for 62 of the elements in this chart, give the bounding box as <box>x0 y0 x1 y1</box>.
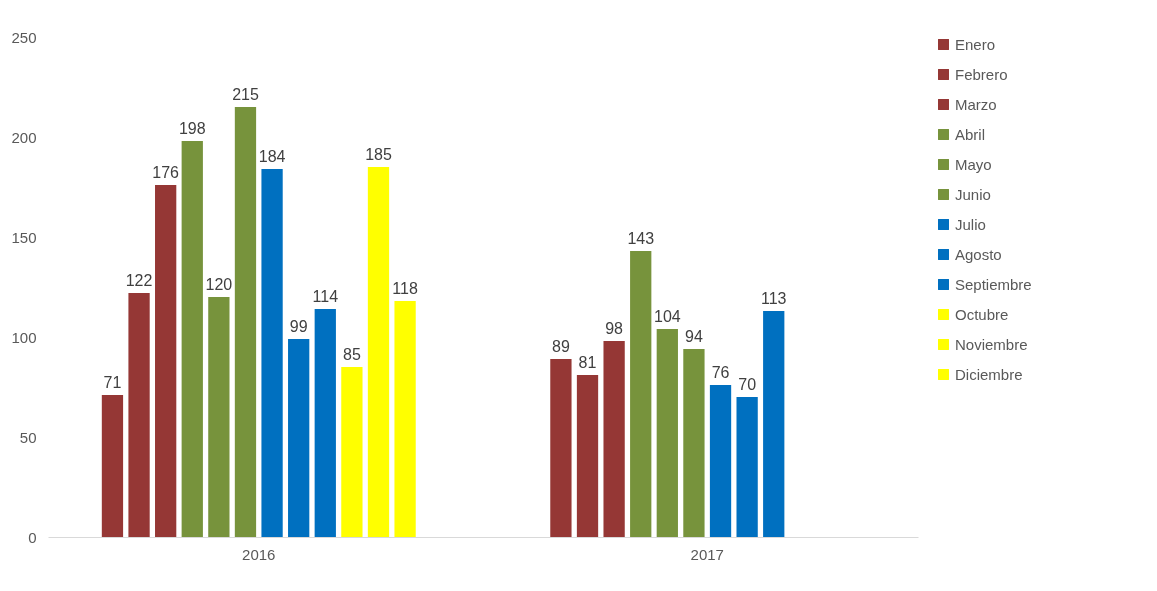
legend-label: Septiembre <box>955 275 1032 293</box>
bar <box>763 311 785 537</box>
data-label: 104 <box>653 308 681 325</box>
bar <box>101 395 124 537</box>
bar <box>314 309 336 537</box>
legend-label: Diciembre <box>955 365 1023 383</box>
data-label: 98 <box>605 320 624 337</box>
legend-label: Noviembre <box>955 335 1028 353</box>
legend-label: Marzo <box>955 95 997 113</box>
legend-label: Enero <box>955 35 996 53</box>
bar <box>550 359 572 537</box>
bar <box>683 349 705 537</box>
legend-label: Octubre <box>955 305 1009 323</box>
y-tick-label: 250 <box>11 28 37 46</box>
bar <box>288 339 310 537</box>
data-label: 198 <box>178 120 206 137</box>
data-label: 71 <box>103 374 122 391</box>
bar <box>709 385 732 537</box>
legend-label: Junio <box>955 185 991 203</box>
bar <box>630 251 652 537</box>
legend-label: Febrero <box>955 65 1008 83</box>
data-label: 113 <box>760 290 787 307</box>
data-label: 85 <box>342 346 361 363</box>
x-tick-label: 2016 <box>242 545 276 563</box>
bar <box>603 341 625 537</box>
y-tick-label: 200 <box>11 128 37 146</box>
bar <box>181 141 203 537</box>
bar <box>736 397 758 537</box>
data-label: 76 <box>711 364 730 381</box>
data-label: 185 <box>365 146 392 163</box>
bar <box>367 167 390 537</box>
bar <box>208 297 230 537</box>
data-label: 70 <box>738 376 757 393</box>
bar <box>261 169 283 537</box>
bar <box>128 293 150 537</box>
data-label: 176 <box>152 164 180 181</box>
data-label: 114 <box>312 288 339 305</box>
bar <box>155 185 177 537</box>
bar <box>341 367 363 537</box>
y-tick-label: 50 <box>19 428 37 446</box>
data-label: 81 <box>578 354 597 371</box>
legend-label: Agosto <box>955 245 1002 263</box>
data-label: 89 <box>552 338 570 355</box>
legend-label: Julio <box>955 215 986 233</box>
data-label: 122 <box>125 272 153 289</box>
data-label: 118 <box>392 280 418 297</box>
data-label: 215 <box>232 86 259 103</box>
legend-label: Mayo <box>955 155 992 173</box>
data-label: 94 <box>685 328 703 345</box>
data-label: 99 <box>289 318 308 335</box>
x-tick-label: 2017 <box>690 545 724 563</box>
bar <box>394 301 416 537</box>
data-label: 143 <box>627 230 655 247</box>
y-tick-label: 150 <box>11 228 37 246</box>
bar <box>576 375 599 537</box>
y-tick-label: 0 <box>28 528 37 546</box>
y-tick-label: 100 <box>11 328 37 346</box>
data-label: 184 <box>258 148 286 165</box>
data-label: 120 <box>205 276 233 293</box>
bar <box>234 107 257 537</box>
legend-label: Abril <box>955 125 986 143</box>
bar <box>656 329 678 537</box>
